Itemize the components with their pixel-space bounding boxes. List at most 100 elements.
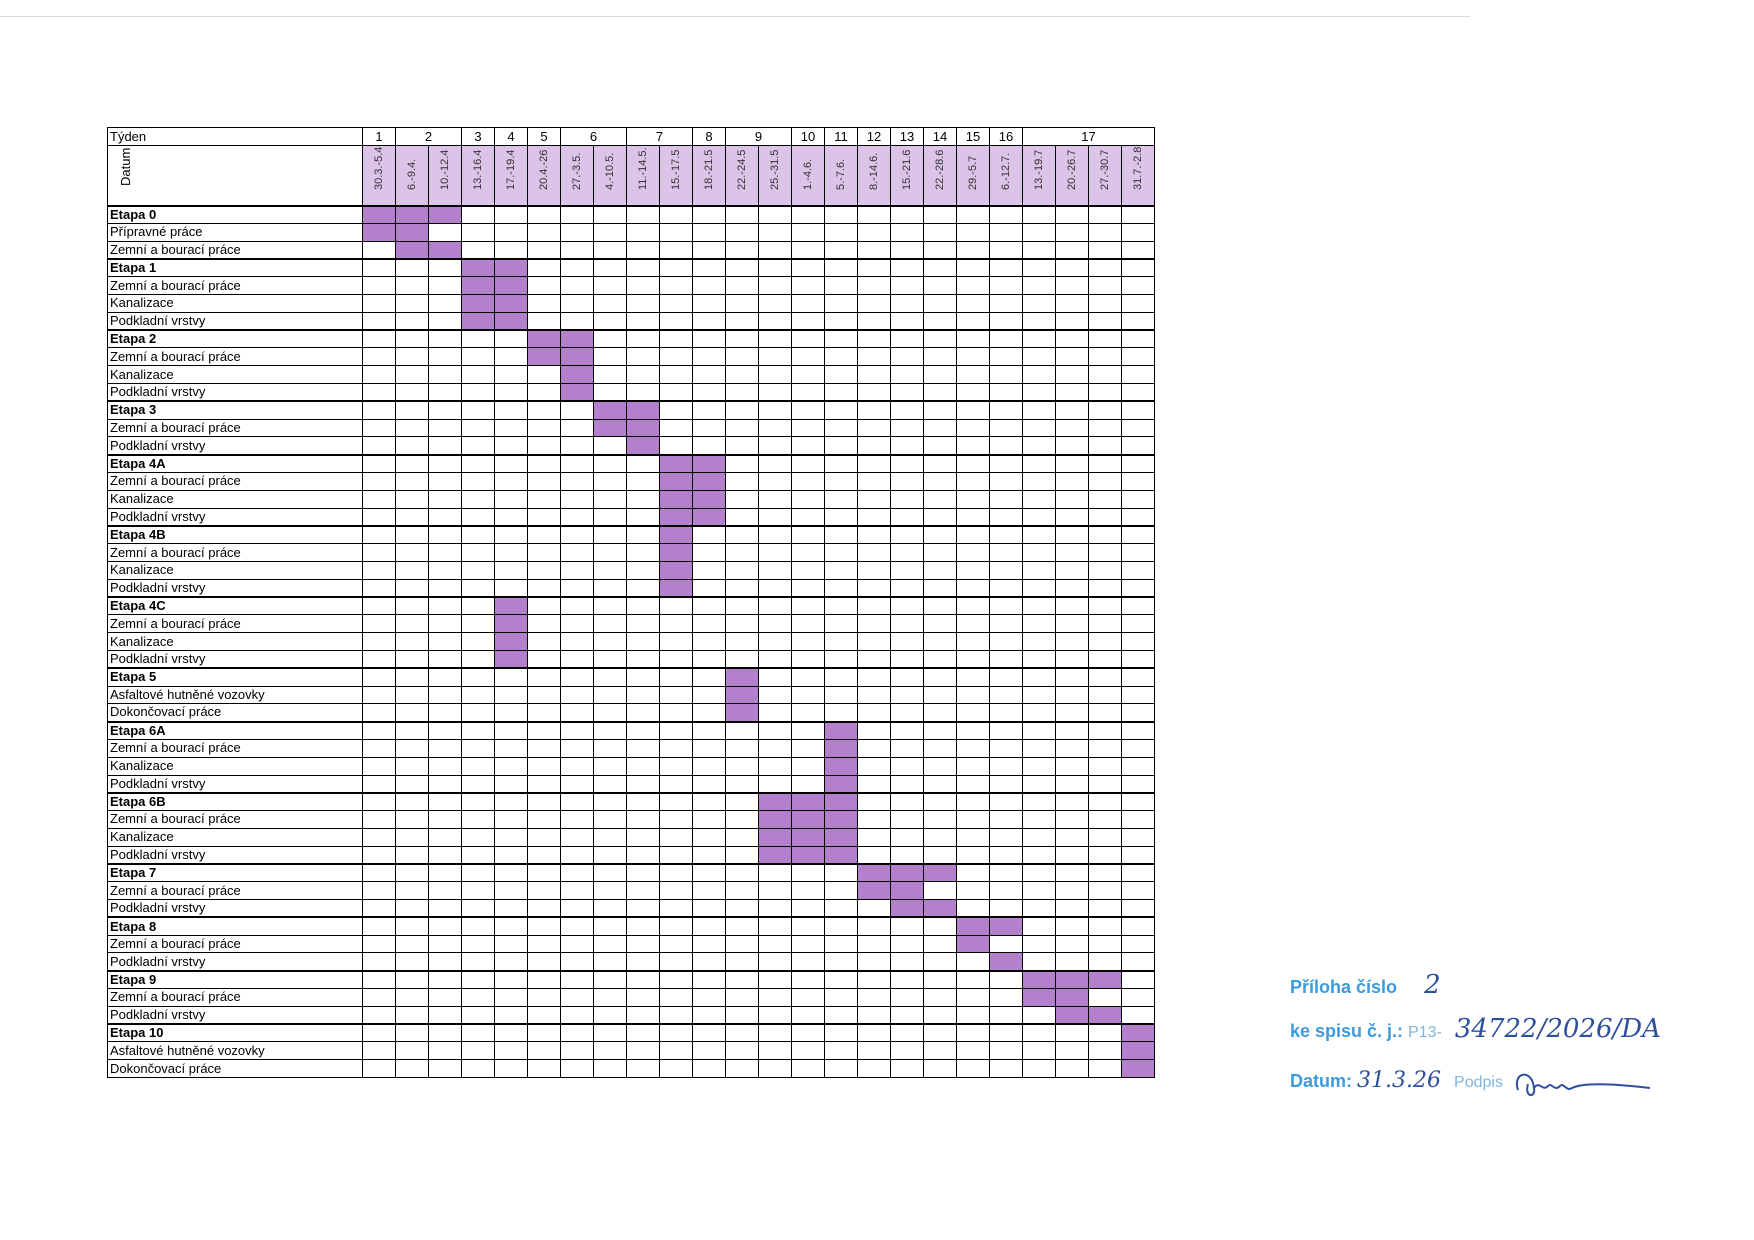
schedule-cell (692, 969, 726, 990)
schedule-cell (857, 453, 891, 473)
date-range: 13.-16.4 (472, 149, 484, 190)
schedule-cell (1022, 578, 1056, 598)
schedule-cell (560, 276, 594, 295)
schedule-cell (1121, 952, 1155, 972)
schedule-cell (494, 703, 528, 723)
schedule-cell (1088, 988, 1122, 1007)
schedule-cell (989, 204, 1023, 224)
schedule-cell (956, 649, 990, 669)
stage-label: Etapa 4B (107, 524, 363, 545)
schedule-cell (1088, 810, 1122, 829)
week-number: 4 (494, 127, 528, 146)
task-label: Podkladní vrstvy (107, 382, 363, 402)
schedule-cell (461, 756, 495, 776)
schedule-cell (923, 311, 957, 331)
schedule-cell (362, 845, 396, 865)
schedule-bar-cell (560, 347, 594, 367)
schedule-bar-cell (824, 827, 858, 847)
schedule-cell (659, 952, 693, 972)
schedule-cell (1022, 436, 1056, 456)
schedule-cell (461, 1005, 495, 1025)
schedule-cell (923, 204, 957, 224)
schedule-cell (890, 649, 924, 669)
date-range: 27.-30.7 (1099, 149, 1111, 190)
schedule-cell (692, 524, 726, 545)
schedule-cell (758, 222, 792, 242)
schedule-cell (560, 453, 594, 473)
schedule-cell (791, 969, 825, 990)
date-range: 11.-14.5. (637, 146, 649, 190)
schedule-cell (428, 453, 462, 473)
schedule-cell (1022, 418, 1056, 438)
task-row: Podkladní vrstvy (107, 382, 1155, 402)
schedule-cell (395, 952, 429, 972)
schedule-cell (758, 969, 792, 990)
schedule-cell (1022, 276, 1056, 295)
schedule-cell (857, 810, 891, 829)
schedule-cell (1022, 1005, 1056, 1025)
schedule-cell (626, 347, 660, 367)
schedule-cell (989, 632, 1023, 651)
schedule-cell (956, 543, 990, 562)
schedule-bar-cell (560, 329, 594, 349)
schedule-cell (659, 791, 693, 812)
schedule-cell (494, 489, 528, 509)
schedule-cell (956, 418, 990, 438)
schedule-cell (527, 240, 561, 260)
schedule-cell (560, 632, 594, 651)
schedule-cell (857, 578, 891, 598)
schedule-cell (989, 400, 1023, 420)
schedule-cell (956, 453, 990, 473)
schedule-cell (791, 952, 825, 972)
schedule-cell (659, 738, 693, 758)
task-row: Podkladní vrstvy (107, 436, 1155, 456)
stage-row: Etapa 9 (107, 969, 1155, 990)
schedule-cell (1121, 845, 1155, 865)
schedule-cell (1088, 329, 1122, 349)
schedule-cell (527, 791, 561, 812)
schedule-cell (428, 969, 462, 990)
schedule-cell (494, 685, 528, 705)
schedule-cell (527, 614, 561, 634)
schedule-cell (857, 293, 891, 313)
schedule-cell (659, 934, 693, 954)
schedule-cell (791, 222, 825, 242)
schedule-cell (758, 1041, 792, 1061)
stage-label: Etapa 9 (107, 969, 363, 990)
date-column-header: 30.3.-5.4 (362, 145, 396, 206)
schedule-cell (1055, 614, 1089, 634)
schedule-cell (857, 614, 891, 634)
schedule-cell (890, 969, 924, 990)
stage-row: Etapa 0 (107, 204, 1155, 224)
schedule-bar-cell (362, 204, 396, 224)
schedule-cell (1055, 685, 1089, 705)
schedule-cell (758, 365, 792, 384)
schedule-cell (989, 934, 1023, 954)
schedule-cell (725, 276, 759, 295)
schedule-cell (461, 649, 495, 669)
date-header-text: Datum (118, 147, 133, 186)
schedule-cell (362, 881, 396, 901)
schedule-cell (791, 240, 825, 260)
schedule-cell (1121, 916, 1155, 936)
schedule-cell (527, 738, 561, 758)
schedule-cell (725, 952, 759, 972)
schedule-cell (428, 899, 462, 918)
schedule-cell (1121, 685, 1155, 705)
schedule-cell (560, 560, 594, 580)
schedule-cell (1022, 293, 1056, 313)
schedule-cell (956, 810, 990, 829)
schedule-cell (923, 703, 957, 723)
schedule-cell (989, 667, 1023, 687)
schedule-cell (725, 1005, 759, 1025)
schedule-cell (791, 400, 825, 420)
schedule-cell (1022, 614, 1056, 634)
schedule-bar-cell (494, 649, 528, 669)
schedule-cell (428, 507, 462, 527)
schedule-cell (1121, 649, 1155, 669)
date-range: 1.-4.6. (802, 158, 814, 190)
schedule-cell (692, 578, 726, 598)
schedule-cell (923, 738, 957, 758)
schedule-cell (857, 276, 891, 295)
schedule-cell (923, 293, 957, 313)
